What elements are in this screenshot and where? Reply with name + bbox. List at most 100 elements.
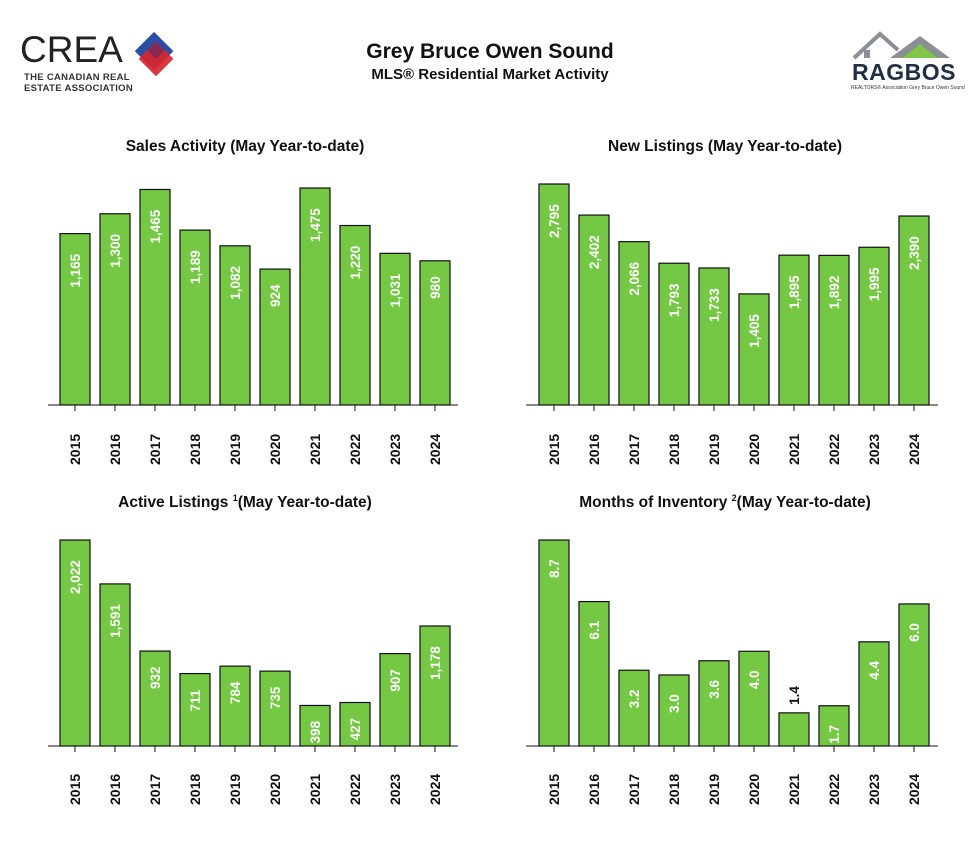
x-tick-label: 2017: [147, 434, 163, 465]
x-tick-label: 2019: [227, 434, 243, 465]
bar-2015: [538, 539, 570, 747]
bar-2019: [219, 665, 251, 747]
bar-chart-sales-activity: 2015 1,165 2016 1,300 2017 1,465 2018 1,189 2019…: [48, 187, 458, 465]
bar-2022: [818, 254, 850, 406]
data-label: 1,895: [787, 275, 802, 309]
bar-2015: [59, 539, 91, 747]
data-label: 8.7: [547, 559, 562, 578]
bar-2024: [898, 603, 930, 747]
crea-logo-line2: ESTATE ASSOCIATION: [24, 83, 134, 94]
x-tick-label: 2018: [666, 434, 682, 465]
data-label: 398: [308, 720, 323, 743]
x-tick-label: 2015: [546, 774, 562, 805]
data-label: 3.0: [667, 694, 682, 713]
chart-panel-active-listings: Active Listings 1(May Year-to-date) 2015…: [0, 485, 490, 845]
data-label: 735: [268, 686, 283, 709]
x-tick-label: 2015: [67, 774, 83, 805]
x-tick-label: 2021: [307, 434, 323, 465]
house-roof-icon: [852, 31, 950, 60]
chart-title-period: (May Year-to-date): [237, 494, 372, 512]
bar-chart-new-listings: 2015 2,795 2016 2,402 2017 2,066 2018 1,793 2019…: [526, 183, 938, 465]
x-tick-label: 2022: [826, 774, 842, 805]
chart-title: New Listings (May Year-to-date): [480, 138, 970, 156]
crea-diamond-icon: [134, 31, 174, 77]
bar-2024: [898, 215, 930, 406]
bar-2024: [419, 625, 451, 747]
bar-2020: [259, 670, 291, 747]
data-label: 924: [268, 284, 283, 307]
bar-2017: [139, 650, 171, 747]
data-label: 2,066: [627, 261, 642, 295]
bar-chart-active-listings: 2015 2,022 2016 1,591 2017 932 2018 711 2019 784 2…: [48, 539, 458, 805]
x-tick-label: 2020: [267, 434, 283, 465]
data-label: 1,793: [667, 283, 682, 317]
bar-2020: [259, 268, 291, 406]
crea-logo-word: CREA: [20, 29, 123, 70]
data-label: 3.6: [707, 679, 722, 698]
bar-2022: [339, 224, 371, 406]
x-tick-label: 2017: [626, 434, 642, 465]
bar-2015: [538, 183, 570, 406]
x-tick-label: 2018: [187, 774, 203, 805]
data-label: 6.1: [587, 620, 602, 639]
x-tick-label: 2016: [107, 774, 123, 805]
x-tick-label: 2015: [546, 434, 562, 465]
bar-2016: [99, 583, 131, 747]
bar-2021: [778, 712, 810, 747]
bar-2023: [858, 641, 890, 747]
ragbos-logo: RAGBOS REALTORS® Association Grey Bruce …: [846, 28, 965, 96]
x-tick-label: 2023: [866, 774, 882, 805]
chart-title-text: Active Listings: [118, 494, 229, 512]
chart-panel-months-of-inventory: Months of Inventory 2(May Year-to-date) …: [480, 485, 970, 845]
x-tick-label: 2017: [147, 774, 163, 805]
data-label: 1,082: [228, 266, 243, 300]
data-label: 907: [388, 669, 403, 692]
report-header: CREA THE CANADIAN REAL ESTATE ASSOCIATIO…: [0, 0, 980, 110]
data-label: 4.4: [867, 661, 882, 680]
x-tick-label: 2017: [626, 774, 642, 805]
x-tick-label: 2023: [387, 774, 403, 805]
bar-2023: [858, 246, 890, 406]
x-tick-label: 2022: [826, 434, 842, 465]
bar-chart-months-of-inventory: 2015 8.7 2016 6.1 2017 3.2 2018 3.0 2019 3.6 2020 4…: [526, 539, 938, 805]
crea-logo-line1: THE CANADIAN REAL: [24, 72, 130, 83]
data-label: 711: [188, 689, 203, 711]
bar-2016: [578, 214, 610, 406]
bar-2022: [818, 705, 850, 747]
data-label: 1,475: [308, 208, 323, 242]
data-label: 2,022: [68, 560, 83, 594]
x-tick-label: 2024: [906, 434, 922, 465]
data-label: 784: [228, 681, 243, 704]
data-label: 1,995: [867, 267, 882, 301]
x-tick-label: 2020: [746, 774, 762, 805]
x-tick-label: 2023: [866, 434, 882, 465]
x-tick-label: 2019: [227, 774, 243, 805]
chart-panel-new-listings: New Listings (May Year-to-date) 2015 2,79…: [480, 130, 970, 490]
x-tick-label: 2019: [706, 434, 722, 465]
ragbos-logo-word: RAGBOS: [852, 59, 956, 85]
data-label: 932: [148, 667, 163, 690]
x-tick-label: 2020: [267, 774, 283, 805]
x-tick-label: 2021: [786, 774, 802, 805]
x-tick-label: 2023: [387, 434, 403, 465]
data-label: 1,189: [188, 250, 203, 284]
data-label: 3.2: [627, 689, 642, 708]
data-label: 4.0: [747, 671, 762, 690]
data-label: 2,390: [907, 236, 922, 270]
data-label: 1,405: [747, 314, 762, 348]
data-label: 1,220: [348, 246, 363, 280]
x-tick-label: 2022: [347, 774, 363, 805]
data-label: 1,733: [707, 288, 722, 322]
bar-2018: [179, 229, 211, 406]
bar-2016: [578, 600, 610, 747]
data-label: 1,892: [827, 276, 842, 310]
chart-title-footnote: 1: [232, 493, 238, 503]
bar-2021: [299, 704, 331, 747]
data-label: 2,795: [547, 204, 562, 238]
bar-2016: [99, 213, 131, 406]
data-label: 980: [428, 276, 443, 299]
x-tick-label: 2024: [906, 774, 922, 805]
chart-title: Months of Inventory 2(May Year-to-date): [480, 493, 970, 512]
bar-2017: [139, 188, 171, 406]
bar-2019: [698, 660, 730, 747]
